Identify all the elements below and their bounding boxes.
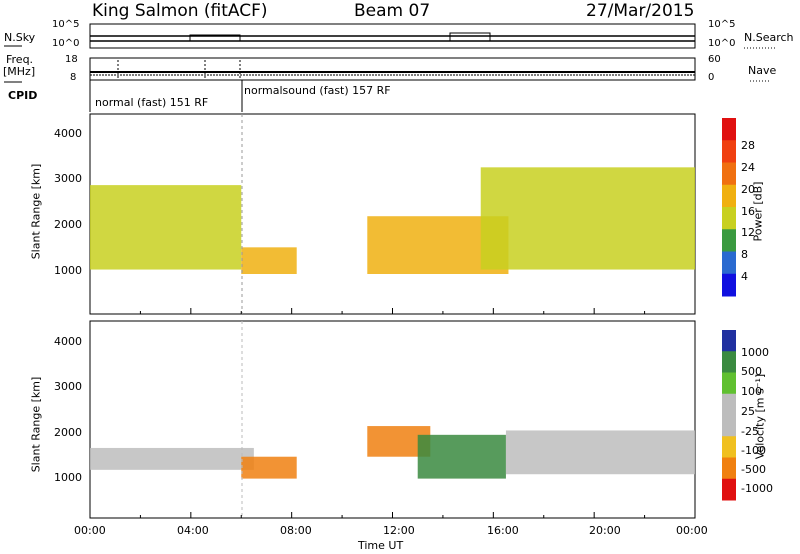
power-echoes <box>90 167 695 274</box>
freq-tick-top: 18 <box>65 54 78 65</box>
vel-tick-m100: -100 <box>741 444 766 457</box>
vel-tick-500: 500 <box>741 365 762 378</box>
freq-panel <box>4 57 770 83</box>
freq-unit-label: [MHz] <box>3 65 36 78</box>
power-colorbar-segment-0 <box>722 118 736 141</box>
velocity-colorbar-segment-0 <box>722 330 736 352</box>
velocity-colorbar <box>722 330 736 501</box>
xlabel: Time UT <box>358 539 404 552</box>
xtick-2000: 20:00 <box>589 524 621 537</box>
ytick-power-2000: 2000 <box>54 218 82 231</box>
vel-tick-m25: -25 <box>741 425 759 438</box>
power-colorbar-segment-3 <box>722 184 736 208</box>
ytick-vel-2000: 2000 <box>54 426 82 439</box>
ytick-vel-4000: 4000 <box>54 335 82 348</box>
power-tick-24: 24 <box>741 161 755 174</box>
nave-label: Nave <box>748 64 777 77</box>
power-colorbar <box>722 118 736 297</box>
velocity-echoes-region-0 <box>90 447 254 470</box>
vel-tick-25: 25 <box>741 405 755 418</box>
xtick-0800: 08:00 <box>280 524 312 537</box>
power-tick-4: 4 <box>741 270 748 283</box>
xtick-2400: 00:00 <box>676 524 708 537</box>
power-tick-20: 20 <box>741 183 755 196</box>
nave-tick-bottom: 0 <box>708 72 715 83</box>
power-colorbar-segment-7 <box>722 273 736 297</box>
cpid-segment-2: normalsound (fast) 157 RF <box>244 84 391 97</box>
vel-tick-m500: -500 <box>741 463 766 476</box>
noise-right-tick-top: 10^5 <box>708 19 736 30</box>
ytick-vel-1000: 1000 <box>54 471 82 484</box>
vel-tick-100: 100 <box>741 385 762 398</box>
nsky-label: N.Sky <box>4 31 36 44</box>
freq-tick-bottom: 8 <box>70 72 77 83</box>
velocity-echoes <box>90 426 695 479</box>
power-tick-16: 16 <box>741 205 755 218</box>
power-tick-8: 8 <box>741 248 748 261</box>
nave-tick-top: 60 <box>708 54 721 65</box>
velocity-colorbar-segment-1 <box>722 351 736 373</box>
velocity-echoes-region-4 <box>505 430 695 475</box>
cpid-panel <box>89 80 243 112</box>
velocity-colorbar-segment-7 <box>722 478 736 501</box>
noise-left-tick-top: 10^5 <box>52 19 80 30</box>
power-echoes-region-3 <box>480 167 695 270</box>
velocity-colorbar-segment-4 <box>722 415 736 437</box>
ytick-power-3000: 3000 <box>54 172 82 185</box>
ytick-vel-3000: 3000 <box>54 380 82 393</box>
x-ticks <box>89 308 696 518</box>
power-tick-12: 12 <box>741 226 755 239</box>
xtick-0400: 04:00 <box>177 524 209 537</box>
noise-right-tick-bottom: 10^0 <box>708 38 736 49</box>
xtick-0000: 00:00 <box>74 524 106 537</box>
freq-label: Freq. <box>6 53 34 66</box>
nsearch-label: N.Search <box>744 31 794 44</box>
cpid-label: CPID <box>8 89 38 102</box>
xtick-1600: 16:00 <box>487 524 519 537</box>
power-colorbar-segment-5 <box>722 229 736 252</box>
power-panel <box>89 113 696 315</box>
velocity-colorbar-segment-2 <box>722 372 736 395</box>
xtick-1200: 12:00 <box>383 524 415 537</box>
velocity-echoes-region-3 <box>417 434 506 479</box>
vel-tick-m1000: -1000 <box>741 482 773 495</box>
velocity-echoes-region-1 <box>241 456 297 479</box>
date-title: 27/Mar/2015 <box>586 1 695 21</box>
power-echoes-region-0 <box>90 185 242 270</box>
power-colorbar-segment-6 <box>722 251 736 275</box>
ytick-power-1000: 1000 <box>54 264 82 277</box>
noise-panel <box>4 23 775 49</box>
velocity-colorbar-segment-5 <box>722 436 736 458</box>
power-colorbar-segment-2 <box>722 162 736 186</box>
velocity-colorbar-segment-3 <box>722 393 736 416</box>
power-colorbar-segment-1 <box>722 140 736 163</box>
power-echoes-region-1 <box>241 247 297 274</box>
station-title: King Salmon (fitACF) <box>92 1 268 21</box>
velocity-colorbar-segment-6 <box>722 457 736 480</box>
noise-left-tick-bottom: 10^0 <box>52 38 80 49</box>
vel-tick-1000: 1000 <box>741 346 769 359</box>
ytick-power-4000: 4000 <box>54 127 82 140</box>
power-tick-28: 28 <box>741 139 755 152</box>
cpid-segment-1: normal (fast) 151 RF <box>95 96 209 109</box>
power-colorbar-segment-4 <box>722 207 736 230</box>
velocity-panel <box>89 320 696 519</box>
beam-title: Beam 07 <box>354 1 431 21</box>
